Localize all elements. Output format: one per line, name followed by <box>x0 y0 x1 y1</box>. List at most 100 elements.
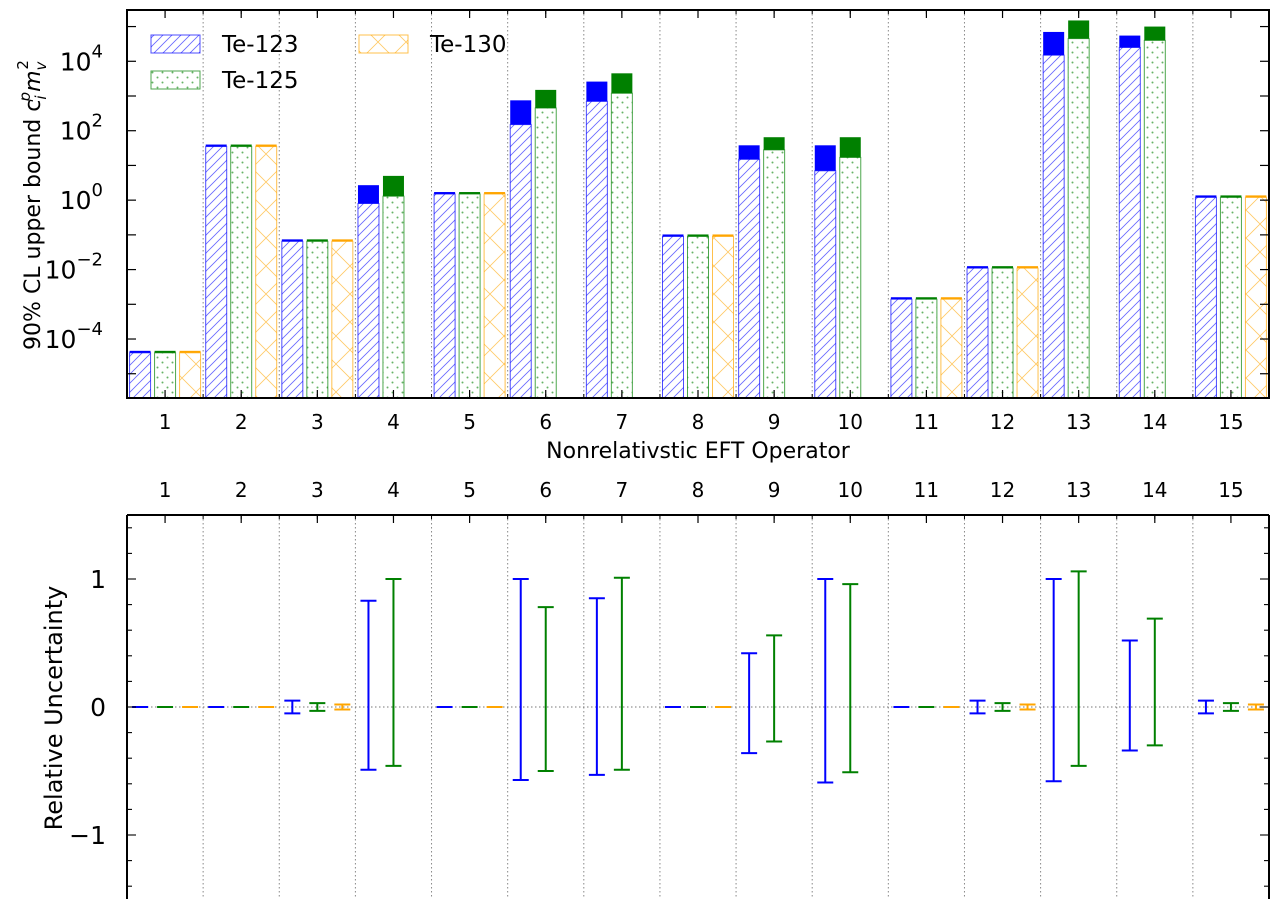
uncertainty-cap-te-125 <box>915 297 937 300</box>
uncertainty-cap-te-125 <box>230 144 252 147</box>
uncertainty-cap-te-130 <box>484 192 506 195</box>
x-tick-label: 3 <box>311 410 324 434</box>
y-tick-label: 104 <box>60 41 103 76</box>
uncertainty-cap-te-123 <box>129 350 151 353</box>
bar-te-125 <box>839 156 862 399</box>
bar-te-125 <box>1219 196 1242 399</box>
uncertainty-cap-te-125 <box>687 234 709 237</box>
bar-chart-ylabel: 90% CL upper bound cipmv2 <box>14 60 50 350</box>
uncertainty-cap-te-123 <box>281 239 303 242</box>
bar-te-125 <box>1143 39 1166 399</box>
bar-te-123 <box>966 267 989 399</box>
bar-te-123 <box>281 240 304 399</box>
uncertainty-cap-te-125 <box>763 137 785 150</box>
uncertainty-cap-te-123 <box>510 100 532 125</box>
bar-te-123 <box>433 193 456 399</box>
x-tick-label: 1 <box>159 410 172 434</box>
y-tick-label: 100 <box>60 180 103 215</box>
x-tick-label: 1 <box>159 478 172 502</box>
legend-swatch-te-130 <box>358 34 409 54</box>
legend-label-te-123: Te-123 <box>221 32 299 58</box>
error-chart-ylabel: Relative Uncertainty <box>40 586 68 831</box>
x-tick-label: 15 <box>1218 410 1243 434</box>
uncertainty-cap-te-123 <box>814 145 836 171</box>
uncertainty-cap-te-123 <box>890 297 912 300</box>
x-tick-label: 6 <box>539 410 552 434</box>
bar-te-123 <box>1194 196 1217 399</box>
bar-chart-xlabel: Nonrelativstic EFT Operator <box>546 439 851 464</box>
uncertainty-cap-te-125 <box>1144 26 1166 41</box>
x-tick-label: 9 <box>768 478 781 502</box>
x-tick-label: 5 <box>463 478 476 502</box>
x-tick-label: 14 <box>1142 478 1167 502</box>
uncertainty-cap-te-123 <box>1043 31 1065 56</box>
uncertainty-cap-te-123 <box>434 192 456 195</box>
x-tick-label: 10 <box>838 478 863 502</box>
x-tick-label: 12 <box>990 410 1015 434</box>
bar-te-130 <box>331 240 354 399</box>
uncertainty-cap-te-125 <box>154 350 176 353</box>
uncertainty-cap-te-125 <box>382 175 404 197</box>
y-tick-label: 10−4 <box>45 319 103 354</box>
legend-swatch-te-123 <box>150 34 201 54</box>
x-tick-label: 15 <box>1218 478 1243 502</box>
y-tick-label: 102 <box>60 111 103 146</box>
uncertainty-cap-te-130 <box>331 239 353 242</box>
uncertainty-cap-te-130 <box>1017 266 1039 269</box>
bar-te-123 <box>1042 54 1065 399</box>
bar-te-125 <box>610 92 633 399</box>
bar-te-123 <box>814 170 837 399</box>
x-tick-label: 10 <box>838 410 863 434</box>
uncertainty-cap-te-130 <box>255 144 277 147</box>
bar-te-123 <box>585 100 608 399</box>
bar-te-123 <box>890 298 913 399</box>
uncertainty-cap-te-125 <box>1220 195 1242 198</box>
uncertainty-cap-te-123 <box>662 234 684 237</box>
bar-te-123 <box>1118 46 1141 399</box>
x-tick-label: 5 <box>463 410 476 434</box>
x-tick-label: 6 <box>539 478 552 502</box>
uncertainty-cap-te-123 <box>586 81 608 102</box>
x-tick-label: 7 <box>615 410 628 434</box>
x-tick-label: 2 <box>235 410 248 434</box>
bar-te-125 <box>534 107 557 399</box>
x-tick-label: 8 <box>692 410 705 434</box>
uncertainty-cap-te-123 <box>1195 195 1217 198</box>
uncertainty-cap-te-125 <box>992 266 1014 269</box>
x-tick-label: 7 <box>615 478 628 502</box>
uncertainty-cap-te-123 <box>357 185 379 204</box>
uncertainty-cap-te-130 <box>179 350 201 353</box>
x-tick-label: 13 <box>1066 478 1091 502</box>
x-tick-label: 11 <box>914 410 939 434</box>
uncertainty-cap-te-125 <box>535 89 557 109</box>
uncertainty-cap-te-125 <box>611 73 633 94</box>
x-tick-label: 3 <box>311 478 324 502</box>
uncertainty-cap-te-125 <box>839 137 861 158</box>
bar-te-123 <box>662 235 684 399</box>
bar-te-130 <box>255 146 278 399</box>
bar-te-130 <box>179 352 202 399</box>
x-tick-label: 14 <box>1142 410 1167 434</box>
bar-te-125 <box>458 193 481 399</box>
x-tick-label: 4 <box>387 478 400 502</box>
y-tick-label: 0 <box>90 693 106 722</box>
bar-te-125 <box>230 146 253 399</box>
bar-te-130 <box>1244 196 1267 399</box>
uncertainty-cap-te-130 <box>1245 195 1267 198</box>
y-tick-label: 1 <box>90 565 106 594</box>
uncertainty-cap-te-123 <box>1119 35 1141 48</box>
bar-te-125 <box>763 149 786 399</box>
x-tick-label: 12 <box>990 478 1015 502</box>
y-tick-label: −1 <box>69 821 106 850</box>
uncertainty-cap-te-125 <box>1068 20 1090 39</box>
bar-te-123 <box>357 203 380 399</box>
legend-label-te-130: Te-130 <box>429 32 507 58</box>
uncertainty-cap-te-123 <box>738 145 760 160</box>
uncertainty-cap-te-123 <box>205 144 227 147</box>
y-tick-label: 10−2 <box>45 250 103 285</box>
bar-te-123 <box>129 352 152 399</box>
bar-te-123 <box>509 124 532 399</box>
